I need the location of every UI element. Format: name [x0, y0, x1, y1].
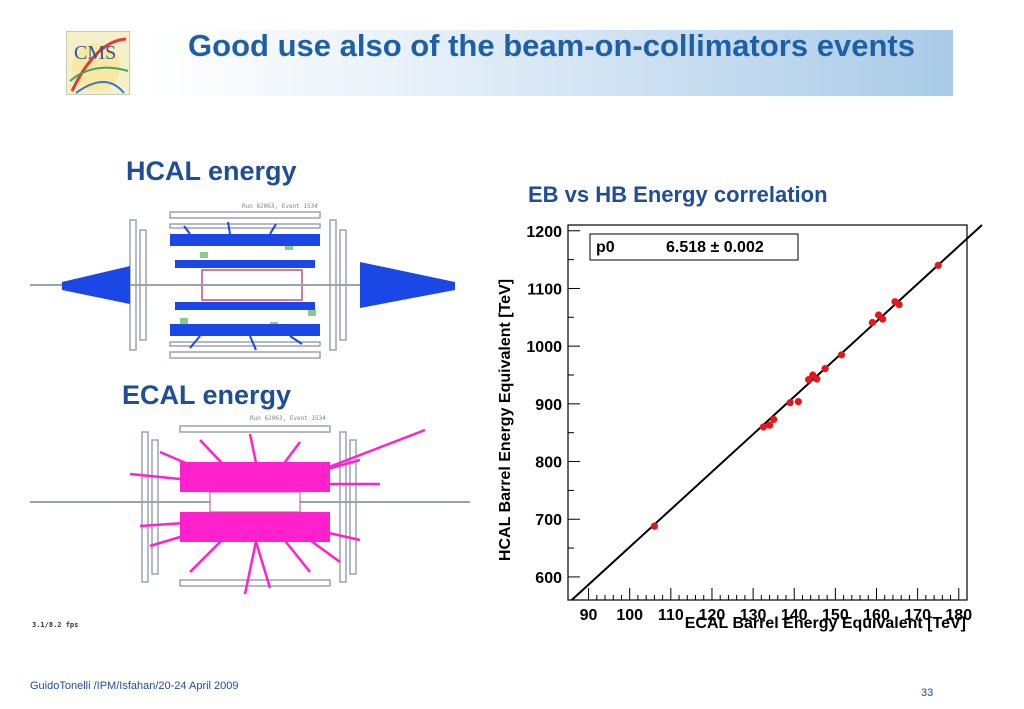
x-tick-label: 150 — [822, 607, 849, 624]
logo-text: CMS — [74, 42, 116, 64]
y-tick-label: 800 — [535, 455, 562, 472]
data-point — [821, 365, 829, 373]
y-tick-label: 900 — [535, 397, 562, 414]
data-point — [934, 261, 942, 269]
data-point — [895, 301, 903, 309]
data-point — [879, 315, 887, 323]
fit-line — [571, 224, 983, 601]
y-tick-label: 1200 — [526, 224, 562, 241]
hcal-energy-label: HCAL energy — [126, 156, 297, 186]
x-tick-label: 130 — [740, 607, 767, 624]
y-tick-label: 1000 — [526, 339, 562, 356]
slide-title: Good use also of the beam-on-collimators… — [188, 28, 915, 63]
hcal-event-display: Run 62063, Event 1534 — [30, 203, 455, 359]
energy-correlation-chart: 600 700 800 900 1000 1100 1200 90 100 110 120 130 1… — [497, 224, 983, 632]
y-axis-label: HCAL Barrel Energy Equivalent [TeV] — [497, 279, 514, 561]
x-tick-label: 90 — [580, 607, 598, 624]
data-point — [786, 399, 794, 407]
cms-logo: CMS — [66, 31, 130, 95]
hcal-run-text: Run 62063, Event 1534 — [242, 203, 318, 210]
ecal-event-display: Run 62063, Event 1534 — [30, 415, 470, 595]
fit-stats-box: p0 6.518 ± 0.002 — [589, 233, 799, 261]
footer-credit: GuidoTonelli /IPM/Isfahan/20-24 April 20… — [30, 680, 239, 692]
y-tick-label: 600 — [535, 570, 562, 587]
data-points — [650, 261, 942, 530]
plot-frame — [567, 224, 968, 601]
x-tick-label: 180 — [945, 607, 972, 624]
x-tick-label: 110 — [658, 607, 684, 624]
data-point — [650, 522, 658, 530]
fit-param-value: 6.518 ± 0.002 — [666, 239, 764, 256]
x-tick-label: 170 — [904, 607, 931, 624]
data-point — [794, 397, 802, 406]
x-tick-label: 160 — [863, 607, 890, 624]
ecal-energy-label: ECAL energy — [122, 380, 292, 410]
y-tick-label: 700 — [535, 512, 562, 529]
x-axis: 90 100 110 120 130 140 150 160 170 180 — [580, 588, 972, 624]
data-point — [868, 318, 876, 327]
data-point — [805, 376, 813, 384]
y-tick-label: 1100 — [527, 281, 562, 298]
data-point — [765, 421, 774, 429]
data-point — [759, 423, 767, 431]
title-banner — [150, 30, 953, 96]
fit-param-label: p0 — [596, 239, 615, 256]
x-axis-label: ECAL Barrel Energy Equivalent [TeV] — [685, 615, 966, 632]
data-point — [837, 351, 846, 359]
stats-box-frame — [589, 233, 799, 261]
data-point — [770, 415, 778, 424]
x-tick-label: 120 — [699, 607, 726, 624]
ecal-run-text: Run 62063, Event 1534 — [250, 415, 326, 422]
chart-title: EB vs HB Energy correlation — [528, 182, 828, 207]
page-number: 33 — [921, 687, 934, 699]
y-axis: 600 700 800 900 1000 1100 1200 — [526, 224, 580, 587]
x-tick-label: 140 — [781, 607, 808, 624]
x-tick-label: 100 — [616, 607, 643, 624]
fps-readout: 3.1/8.2 fps — [32, 621, 79, 629]
data-point — [813, 375, 821, 383]
